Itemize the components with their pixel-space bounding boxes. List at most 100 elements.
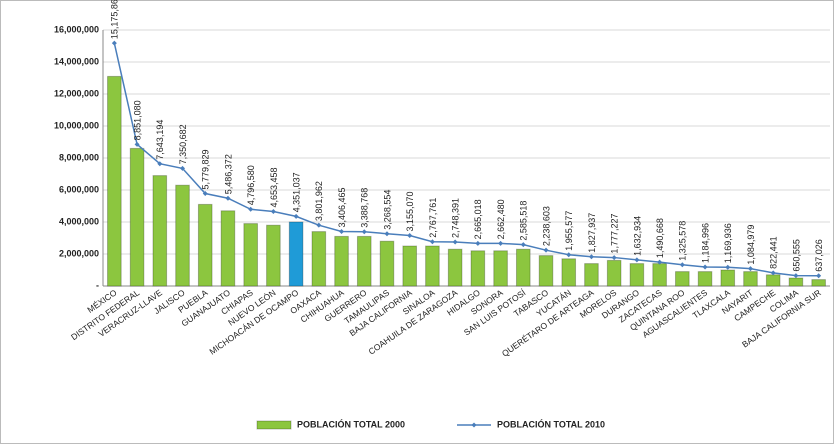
value-label: 1,084,979	[746, 225, 756, 265]
legend-marker	[471, 422, 477, 428]
value-label: 4,653,458	[269, 167, 279, 207]
value-label: 650,555	[791, 239, 801, 272]
y-tick-label: 10,000,000	[54, 120, 99, 130]
value-label: 637,026	[814, 239, 824, 272]
bar	[379, 240, 395, 287]
y-tick-label: 4,000,000	[59, 216, 99, 226]
value-label: 2,238,603	[541, 206, 551, 246]
bar	[743, 271, 758, 287]
value-label: 2,585,518	[519, 201, 529, 241]
marker	[180, 165, 186, 171]
value-label: 2,662,480	[496, 199, 506, 239]
marker	[202, 191, 208, 197]
bar	[720, 269, 736, 287]
marker	[816, 273, 822, 279]
bar	[493, 250, 508, 287]
marker	[429, 239, 435, 245]
value-label: 7,350,682	[178, 124, 188, 164]
marker	[134, 141, 140, 147]
value-label: 2,767,761	[428, 198, 438, 238]
bar	[675, 271, 690, 287]
value-label: 1,777,227	[610, 214, 620, 254]
y-tick-label: -	[96, 280, 99, 290]
marker	[293, 213, 299, 219]
marker	[498, 240, 504, 246]
value-label: 1,827,937	[587, 213, 597, 253]
bar	[334, 235, 349, 287]
bar	[220, 210, 236, 287]
marker	[339, 228, 345, 234]
bar	[311, 231, 327, 287]
bar	[152, 175, 168, 287]
value-label: 5,779,829	[201, 149, 211, 189]
y-tick-label: 14,000,000	[54, 56, 99, 66]
marker	[634, 257, 640, 263]
bar	[266, 224, 281, 287]
marker	[452, 239, 458, 245]
y-tick-label: 8,000,000	[59, 152, 99, 162]
marker	[747, 266, 753, 272]
bar	[288, 221, 304, 287]
marker	[520, 242, 526, 248]
marker	[361, 229, 367, 235]
value-label: 7,643,194	[155, 120, 165, 160]
marker	[316, 222, 322, 228]
value-label: 4,351,037	[291, 172, 301, 212]
bar	[447, 248, 463, 287]
marker	[770, 270, 776, 276]
value-label: 822,441	[769, 236, 779, 269]
bar	[697, 271, 713, 287]
value-label: 5,486,372	[223, 154, 233, 194]
bar	[515, 248, 531, 287]
bar	[243, 223, 258, 287]
bar	[788, 277, 804, 287]
y-tick-label: 6,000,000	[59, 184, 99, 194]
y-tick-label: 16,000,000	[54, 24, 99, 34]
value-label: 1,955,577	[564, 211, 574, 251]
value-label: 1,632,934	[632, 216, 642, 256]
marker	[384, 231, 390, 237]
value-label: 4,796,580	[246, 165, 256, 205]
legend-label: POBLACIÓN TOTAL 2000	[297, 418, 405, 429]
value-label: 15,175,862	[110, 0, 120, 39]
marker	[611, 255, 617, 261]
marker	[407, 233, 413, 239]
value-label: 3,801,962	[314, 181, 324, 221]
y-tick-label: 12,000,000	[54, 88, 99, 98]
bar	[765, 274, 781, 287]
bar	[470, 250, 486, 287]
marker	[679, 262, 685, 268]
line	[113, 43, 819, 277]
bar	[629, 263, 645, 287]
value-label: 2,665,018	[473, 199, 483, 239]
value-label: 1,325,578	[678, 221, 688, 261]
legend-label: POBLACIÓN TOTAL 2010	[497, 418, 605, 429]
bar	[356, 235, 372, 287]
bar	[606, 259, 622, 287]
marker	[702, 264, 708, 270]
value-label: 3,268,554	[382, 190, 392, 230]
marker	[793, 273, 799, 279]
value-label: 3,388,768	[360, 188, 370, 228]
y-tick-label: 2,000,000	[59, 248, 99, 258]
marker	[588, 254, 594, 260]
marker	[225, 195, 231, 201]
value-label: 2,748,391	[451, 198, 461, 238]
marker	[657, 259, 663, 265]
bar	[197, 203, 213, 287]
bar	[402, 245, 418, 287]
value-label: 1,169,936	[723, 223, 733, 263]
bar	[584, 263, 599, 287]
value-label: 1,184,996	[700, 223, 710, 263]
bar	[811, 279, 826, 287]
bar	[538, 255, 554, 287]
bar	[107, 75, 122, 287]
bar	[129, 147, 145, 287]
legend-swatch	[256, 420, 292, 430]
marker	[725, 264, 731, 270]
marker	[248, 206, 254, 212]
value-label: 1,490,668	[655, 218, 665, 258]
value-label: 3,155,070	[405, 191, 415, 231]
marker	[566, 252, 572, 258]
